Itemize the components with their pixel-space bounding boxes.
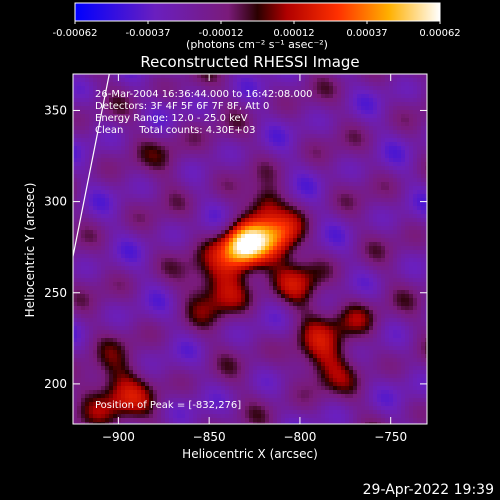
y-tick-label: 300 [44,195,67,209]
colorbar-tick-label: -0.00012 [199,28,244,39]
x-tick-label: −850 [193,430,226,444]
solar-limb-line [72,73,110,257]
colorbar [74,2,441,22]
x-tick-label: −800 [283,430,316,444]
chart-title: Reconstructed RHESSI Image [140,53,359,71]
colorbar-tick-label: -0.00037 [126,28,171,39]
peak-position-label: Position of Peak = [-832,276] [95,400,241,411]
x-tick-label: −900 [102,430,135,444]
plot-frame [72,73,428,425]
colorbar-tick-label: 0.00062 [419,28,460,39]
annotation-line: Energy Range: 12.0 - 25.0 keV [95,113,248,124]
y-axis-ticks: 200 250 300 350 [44,103,427,391]
x-axis-ticks: −900 −850 −800 −750 [102,74,407,444]
heatmap-image [73,74,427,424]
x-axis-label: Heliocentric X (arcsec) [182,447,318,461]
y-axis-label: Heliocentric Y (arcsec) [23,183,37,318]
annotation-block: 26-Mar-2004 16:36:44.000 to 16:42:08.000… [95,89,313,136]
colorbar-ticks: -0.00062 -0.00037 -0.00012 0.00012 0.00037 0.… [53,21,461,39]
footer-date: 29-Apr-2022 19:39 [362,482,494,498]
colorbar-unit-label: (photons cm⁻² s⁻¹ asec⁻²) [186,38,328,51]
y-tick-label: 350 [44,103,67,117]
y-tick-label: 250 [44,286,67,300]
annotation-line: 26-Mar-2004 16:36:44.000 to 16:42:08.000 [95,89,313,100]
y-tick-label: 200 [44,377,67,391]
annotation-line: Clean Total counts: 4.30E+03 [95,125,255,136]
x-tick-label: −750 [374,430,407,444]
annotation-line: Detectors: 3F 4F 5F 6F 7F 8F, Att 0 [95,101,269,112]
colorbar-tick-label: -0.00062 [53,28,98,39]
colorbar-tick-label: 0.00012 [273,28,314,39]
colorbar-tick-label: 0.00037 [346,28,387,39]
